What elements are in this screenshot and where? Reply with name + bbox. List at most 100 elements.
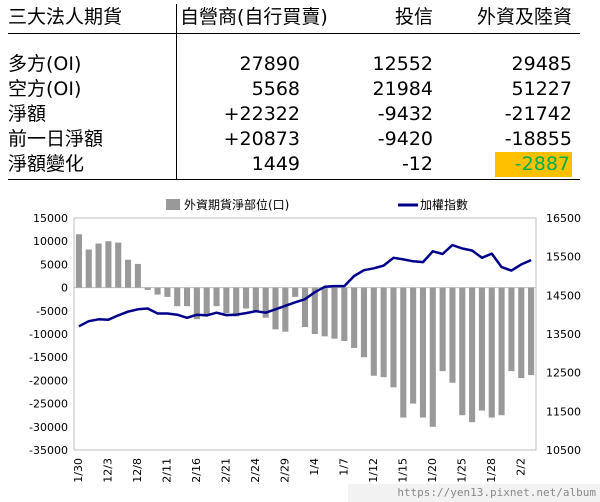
foreign-net-position-bar	[410, 287, 417, 404]
y-left-tick-label: -30000	[29, 421, 68, 434]
x-tick-label: 12/16	[190, 458, 203, 484]
foreign-net-position-bar	[419, 287, 427, 418]
y-right-tick-label: 10500	[546, 444, 581, 457]
foreign-net-position-bar	[351, 287, 358, 348]
foreign-net-position-bar	[341, 287, 348, 341]
y-left-tick-label: -15000	[29, 351, 68, 364]
x-tick-label: 12/3	[101, 458, 114, 483]
foreign-net-position-bar	[380, 287, 387, 378]
row-label-short-oi: 空方(OI)	[8, 78, 82, 100]
foreign-net-position-bar	[134, 263, 141, 288]
net-change-dealers: 1449	[251, 153, 300, 175]
row-label-net-change: 淨額變化	[8, 153, 85, 175]
y-left-tick-label: -25000	[29, 398, 68, 411]
foreign-net-position-bar	[164, 287, 171, 297]
foreign-net-position-bar	[449, 287, 456, 383]
short-oi-dealers: 5568	[251, 78, 300, 100]
net-dealers: +22322	[223, 103, 300, 125]
foreign-net-position-bar	[282, 287, 289, 332]
foreign-net-position-bar	[75, 234, 82, 288]
y-left-tick-label: 15000	[33, 212, 68, 225]
y-right-tick-label: 11500	[546, 405, 581, 418]
foreign-net-position-bar	[469, 287, 476, 423]
legend-bar-swatch	[166, 199, 180, 210]
foreign-net-position-bar	[154, 287, 161, 295]
foreign-net-position-bar	[213, 287, 220, 307]
foreign-net-position-bar	[400, 287, 407, 418]
foreign-net-position-bar	[478, 287, 485, 411]
net-change-trust: -12	[401, 153, 433, 175]
foreign-net-position-bar	[203, 287, 210, 316]
foreign-net-position-bar	[498, 287, 505, 416]
prev-net-trust: -9420	[377, 128, 433, 150]
y-right-tick-label: 14500	[546, 289, 581, 302]
y-left-tick-label: -5000	[36, 305, 68, 318]
column-divider	[176, 4, 177, 180]
foreign-net-position-bar	[262, 287, 269, 318]
foreign-net-position-bar	[223, 287, 230, 314]
foreign-net-position-bar	[321, 287, 328, 337]
legend-line-label: 加權指數	[420, 197, 468, 212]
foreign-net-position-bar	[360, 287, 368, 358]
x-tick-label: 1/7	[337, 458, 350, 476]
y-left-tick-label: 5000	[40, 258, 68, 271]
x-tick-label: 12/8	[131, 458, 144, 483]
x-tick-label: 1/15	[396, 458, 409, 483]
header-foreign-investors: 外資及陸資	[476, 6, 572, 28]
stats-table: 三大法人期貨 自營商(自行買賣) 投信 外資及陸資 多方(OI) 27890 1…	[0, 0, 600, 190]
foreign-net-position-bar	[508, 287, 515, 372]
long-oi-dealers: 27890	[239, 53, 300, 75]
x-tick-label: 1/28	[485, 458, 498, 483]
y-left-tick-label: 10000	[33, 235, 68, 248]
foreign-net-position-bar	[459, 287, 466, 416]
y-right-tick-label: 15500	[546, 251, 581, 264]
foreign-net-position-bar	[390, 287, 397, 388]
foreign-net-position-bar	[242, 287, 250, 309]
y-right-tick-label: 12500	[546, 367, 581, 380]
foreign-net-position-bar	[85, 249, 92, 288]
net-change-foreign-cell: -2887	[452, 152, 572, 177]
net-change-foreign-highlight: -2887	[494, 152, 572, 177]
foreign-net-position-bar	[183, 287, 191, 307]
legend-bar-label: 外資期貨淨部位(口)	[184, 197, 289, 212]
foreign-net-position-bar	[518, 287, 525, 379]
foreign-net-position-bar	[331, 287, 338, 339]
foreign-net-position-bar	[115, 242, 122, 288]
x-tick-label: 12/29	[278, 458, 291, 484]
short-oi-foreign: 51227	[511, 78, 572, 100]
row-label-net: 淨額	[8, 103, 47, 125]
x-tick-label: 1/12	[367, 458, 380, 483]
header-investment-trust: 投信	[394, 6, 433, 28]
x-tick-label: 12/11	[160, 458, 173, 484]
foreign-net-position-bar	[193, 287, 200, 320]
foreign-net-position-bar	[370, 287, 377, 376]
long-oi-trust: 12552	[372, 53, 433, 75]
foreign-net-position-bar	[488, 287, 495, 418]
foreign-net-position-bar	[125, 259, 132, 288]
futures-index-chart: -35000 -30000 -25000 -20000 -15000 -10000 -500…	[29, 197, 581, 484]
y-right-tick-label: 16500	[546, 212, 581, 225]
x-tick-label: 2/2	[514, 458, 527, 476]
foreign-net-position-bar	[311, 287, 318, 334]
y-left-tick-label: 0	[61, 282, 68, 295]
net-foreign: -21742	[504, 103, 572, 125]
short-oi-trust: 21984	[372, 78, 433, 100]
y-left-tick-label: -35000	[29, 444, 68, 457]
foreign-net-position-bar	[174, 287, 181, 307]
foreign-net-position-bar	[439, 287, 446, 372]
x-tick-label: 12/21	[219, 458, 232, 484]
bottom-rule	[8, 179, 580, 180]
foreign-net-position-bar	[95, 243, 102, 288]
watermark-url: https://yen13.pixnet.net/album	[348, 484, 600, 502]
foreign-net-position-bar	[301, 287, 309, 328]
y-left-tick-label: -10000	[29, 328, 68, 341]
header-category: 三大法人期貨	[8, 6, 123, 28]
net-trust: -9432	[377, 103, 433, 125]
foreign-net-position-bar	[252, 287, 259, 311]
y-left-tick-label: -20000	[29, 374, 68, 387]
header-dealers: 自營商(自行買賣)	[180, 6, 328, 28]
taiex-index-line	[78, 243, 532, 328]
header-rule	[8, 33, 580, 34]
x-tick-label: 12/24	[249, 458, 262, 484]
x-tick-label: 1/4	[308, 458, 321, 476]
